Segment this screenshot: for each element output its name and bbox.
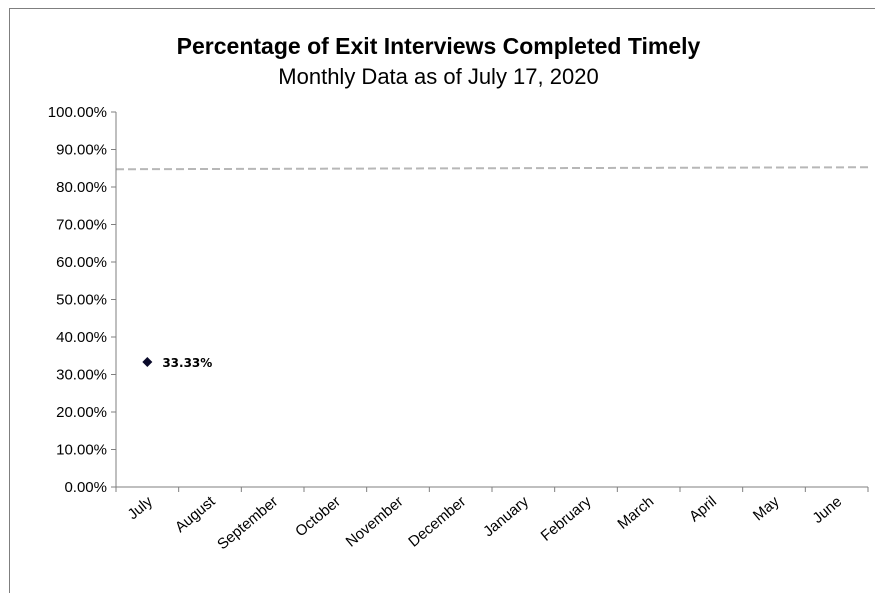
x-tick-label: February [538, 493, 595, 545]
x-tick-label: March [614, 493, 657, 533]
x-tick-label: October [292, 493, 344, 540]
target-line [115, 166, 869, 171]
chart-subtitle: Monthly Data as of July 17, 2020 [278, 64, 599, 89]
data-point [142, 357, 153, 368]
x-tick-label: January [480, 493, 532, 541]
y-tick-label: 100.00% [48, 104, 107, 121]
x-tick-label: November [343, 493, 407, 551]
chart-frame [9, 8, 875, 593]
y-tick-label: 80.00% [56, 179, 107, 196]
y-tick-label: 0.00% [64, 479, 107, 496]
x-tick-label: June [809, 493, 845, 527]
x-tick-label: August [172, 493, 219, 537]
chart-title: Percentage of Exit Interviews Completed … [176, 33, 701, 59]
y-tick-label: 30.00% [56, 367, 107, 384]
x-tick-label: December [405, 493, 469, 551]
y-tick-label: 90.00% [56, 142, 107, 159]
x-tick-label: September [214, 493, 281, 553]
y-tick-label: 50.00% [56, 292, 107, 309]
y-tick-label: 60.00% [56, 254, 107, 271]
data-label: 33.33% [162, 356, 212, 370]
y-tick-label: 20.00% [56, 404, 107, 421]
x-tick-label: May [750, 493, 783, 525]
y-tick-label: 10.00% [56, 442, 107, 459]
y-tick-label: 70.00% [56, 217, 107, 234]
x-tick-label: July [125, 493, 157, 523]
x-tick-label: April [686, 493, 720, 525]
y-tick-label: 40.00% [56, 329, 107, 346]
